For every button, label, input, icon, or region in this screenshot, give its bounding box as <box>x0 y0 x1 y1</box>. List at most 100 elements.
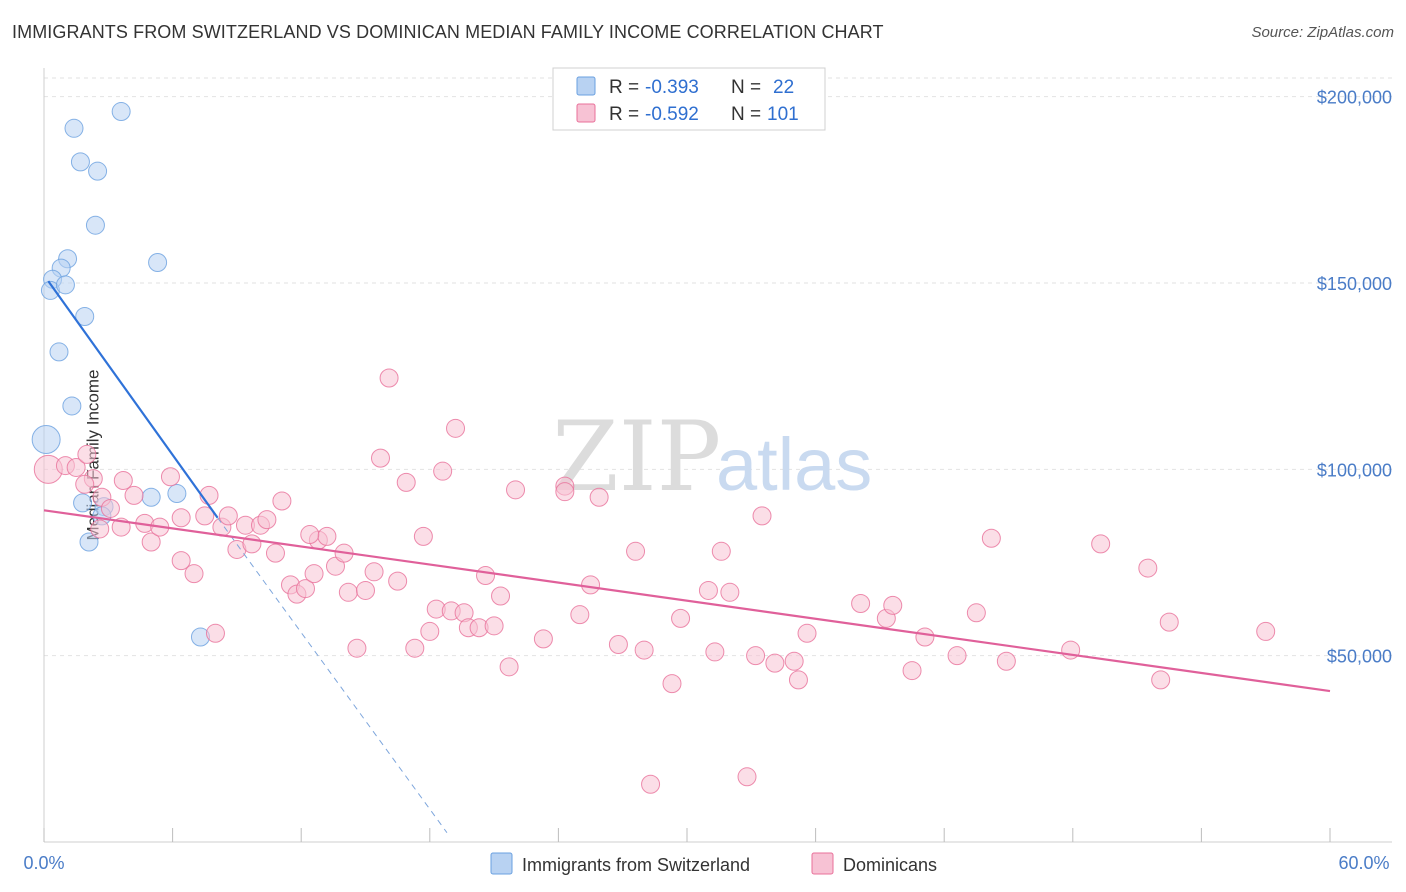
series-legend-swatch-switzerland <box>490 852 513 875</box>
legend-r-label-2: R = <box>609 104 639 125</box>
watermark: ZIP atlas <box>552 401 872 513</box>
dominican-point <box>160 467 180 487</box>
switzerland-point <box>111 102 131 122</box>
legend-r-value-1: -0.393 <box>645 77 699 98</box>
dominican-point <box>317 526 337 546</box>
switzerland-point <box>55 275 75 295</box>
y-tick-label: $50,000 <box>1327 647 1392 667</box>
dominican-point <box>141 532 161 552</box>
dominican-point <box>446 418 466 438</box>
switzerland-point <box>79 532 99 552</box>
switzerland-point <box>167 484 187 504</box>
dominican-point <box>388 571 408 591</box>
series-legend-label-switzerland: Immigrants from Switzerland <box>522 855 750 875</box>
dominican-point <box>765 653 785 673</box>
dominican-point <box>915 627 935 647</box>
dominican-point <box>851 593 871 613</box>
dominican-point <box>788 670 808 690</box>
dominican-point <box>641 774 661 794</box>
trend-lines <box>43 280 1331 833</box>
dominican-point <box>433 461 453 481</box>
legend-r-value-2: -0.592 <box>645 104 699 125</box>
dominican-point <box>947 646 967 666</box>
dominican-point <box>66 457 86 477</box>
dominican-point <box>608 634 628 654</box>
series-legend: Immigrants from Switzerland Dominicans <box>490 852 937 875</box>
dominican-point <box>171 551 191 571</box>
dominican-point <box>883 595 903 615</box>
dominican-point <box>484 616 504 636</box>
dominican-point <box>218 506 238 526</box>
dominican-point <box>506 480 526 500</box>
dominican-point <box>272 491 292 511</box>
dominican-point <box>533 629 553 649</box>
dominican-point <box>338 582 358 602</box>
chart-title: IMMIGRANTS FROM SWITZERLAND VS DOMINICAN… <box>12 22 884 42</box>
dominican-point <box>420 621 440 641</box>
switzerland-point <box>70 152 90 172</box>
dominican-point <box>113 470 133 490</box>
dominican-point <box>476 566 496 586</box>
x-tick-label: 60.0% <box>1338 853 1389 873</box>
gridlines <box>44 77 1392 657</box>
legend-n-value-1: 22 <box>773 77 794 98</box>
dominican-point <box>589 487 609 507</box>
legend-swatch-pink <box>576 103 596 123</box>
dominican-point <box>491 586 511 606</box>
switzerland-point <box>64 118 84 138</box>
switzerland-trend-line <box>47 280 219 519</box>
dominican-point <box>570 605 590 625</box>
dominican-point <box>626 541 646 561</box>
y-tick-label: $150,000 <box>1317 274 1392 294</box>
dominican-point <box>662 674 682 694</box>
legend-n-label-2: N = <box>731 104 761 125</box>
legend-box <box>552 67 826 131</box>
dominican-point <box>671 608 691 628</box>
y-tick-label: $200,000 <box>1317 88 1392 108</box>
switzerland-point <box>85 215 105 235</box>
legend-n-value-2: 101 <box>767 104 799 125</box>
dominican-point <box>634 640 654 660</box>
dominican-point <box>784 651 804 671</box>
dominican-point <box>1256 621 1276 641</box>
dominican-point <box>902 661 922 681</box>
dominican-point <box>981 528 1001 548</box>
axes <box>43 68 1392 843</box>
dominican-point <box>396 472 416 492</box>
dominican-point <box>746 646 766 666</box>
dominican-point <box>100 498 120 518</box>
dominican-point <box>77 444 97 464</box>
source-credit: Source: ZipAtlas.com <box>1251 24 1394 41</box>
dominican-point <box>171 508 191 528</box>
dominican-point <box>581 575 601 595</box>
x-tick-label: 0.0% <box>23 853 64 873</box>
switzerland-point <box>141 487 161 507</box>
dominican-point <box>356 580 375 600</box>
correlation-legend: R = -0.393 N = 22 R = -0.592 N = 101 <box>552 67 826 131</box>
dominican-point <box>499 657 519 677</box>
dominican-point <box>347 638 367 658</box>
dominican-point <box>184 564 204 584</box>
dominican-point <box>257 510 277 530</box>
dominican-point <box>205 623 225 643</box>
legend-swatch-blue <box>576 76 596 96</box>
dominican-point <box>300 525 320 545</box>
dominican-point <box>996 651 1016 671</box>
dominican-point <box>698 580 718 600</box>
dominican-point <box>379 368 399 388</box>
dominican-point <box>752 506 772 526</box>
switzerland-point <box>31 425 61 455</box>
dominican-point <box>371 448 391 468</box>
dominican-point <box>705 642 725 662</box>
legend-n-label-1: N = <box>731 77 761 98</box>
legend-r-label-1: R = <box>609 77 639 98</box>
dominican-point <box>555 482 575 502</box>
series-legend-swatch-dominicans <box>811 852 834 875</box>
dominican-point <box>304 564 324 584</box>
dominican-point <box>737 767 757 787</box>
dominican-point <box>265 543 285 563</box>
dominican-point <box>711 541 731 561</box>
switzerland-point <box>148 252 168 272</box>
switzerland-point <box>49 342 69 362</box>
